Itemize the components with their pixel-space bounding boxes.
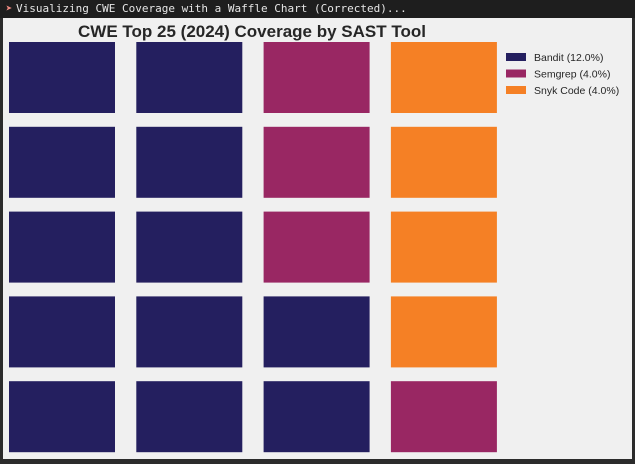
waffle-chart: CWE Top 25 (2024) Coverage by SAST Tool …: [9, 22, 619, 453]
waffle-cell-bandit: [9, 381, 115, 453]
waffle-cell-snyk-code: [390, 296, 497, 368]
waffle-cell-bandit: [9, 296, 115, 368]
waffle-cell-bandit: [9, 126, 115, 198]
legend-swatch: [506, 53, 526, 61]
waffle-cell-bandit: [136, 381, 243, 453]
waffle-cell-semgrep: [390, 381, 497, 453]
legend-label: Semgrep (4.0%): [534, 69, 610, 81]
chart-title: CWE Top 25 (2024) Coverage by SAST Tool: [78, 22, 426, 41]
waffle-cell-bandit: [136, 42, 243, 113]
waffle-cell-semgrep: [263, 42, 370, 113]
legend-swatch: [506, 69, 526, 78]
waffle-grid: [9, 42, 497, 453]
legend-label: Snyk Code (4.0%): [534, 85, 619, 97]
chart-canvas: CWE Top 25 (2024) Coverage by SAST Tool …: [3, 18, 632, 459]
window-title-bar: ➤ Visualizing CWE Coverage with a Waffle …: [0, 0, 635, 18]
legend: Bandit (12.0%) Semgrep (4.0%) Snyk Code (4…: [506, 52, 619, 97]
waffle-cell-semgrep: [263, 126, 370, 198]
waffle-cell-snyk-code: [390, 211, 497, 283]
window-title: Visualizing CWE Coverage with a Waffle C…: [16, 2, 407, 15]
legend-swatch: [506, 86, 526, 94]
waffle-cell-snyk-code: [390, 42, 497, 113]
waffle-cell-bandit: [263, 296, 370, 368]
waffle-cell-snyk-code: [390, 126, 497, 198]
waffle-cell-semgrep: [263, 211, 370, 283]
waffle-cell-bandit: [9, 42, 115, 113]
waffle-cell-bandit: [136, 211, 243, 283]
waffle-cell-bandit: [9, 211, 115, 283]
waffle-cell-bandit: [263, 381, 370, 453]
waffle-cell-bandit: [136, 126, 243, 198]
rocket-icon: ➤: [5, 2, 13, 15]
bottom-border: [0, 459, 635, 464]
legend-label: Bandit (12.0%): [534, 52, 603, 64]
waffle-cell-bandit: [136, 296, 243, 368]
